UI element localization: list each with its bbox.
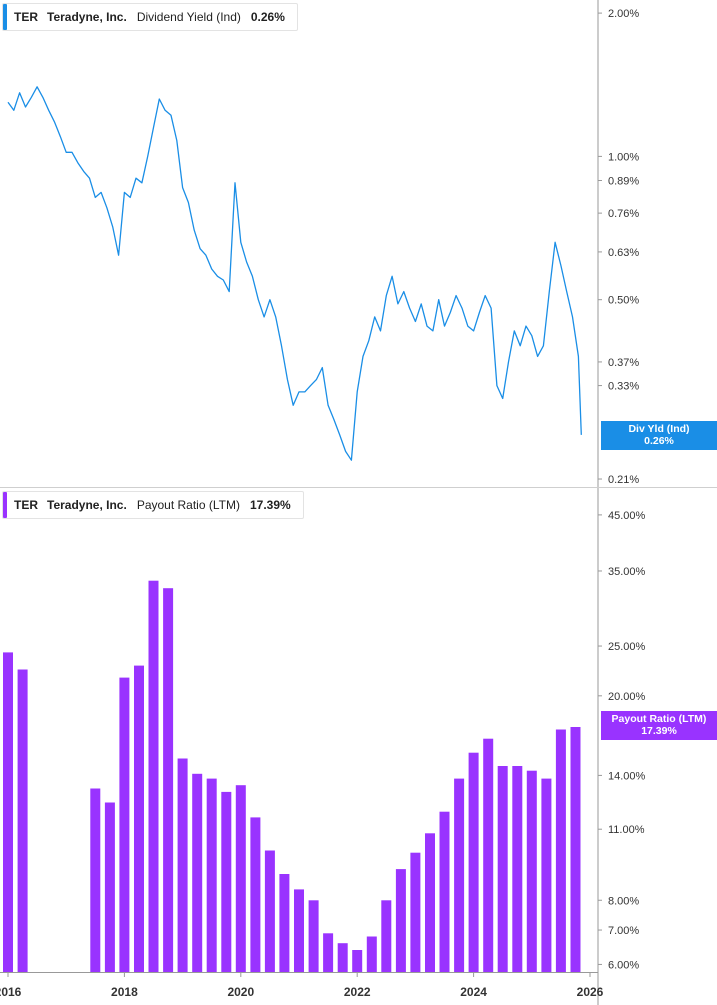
payout-bar bbox=[497, 766, 508, 972]
payout-y-tick-label: 7.00% bbox=[608, 925, 639, 937]
payout-bar bbox=[294, 889, 304, 972]
payout-bar bbox=[148, 580, 159, 972]
payout-bar bbox=[308, 900, 319, 972]
x-tick-label: 2026 bbox=[577, 985, 604, 999]
payout-bar bbox=[235, 785, 246, 972]
top-legend-ticker: TER bbox=[14, 10, 38, 24]
payout-bar bbox=[206, 778, 217, 972]
payout-bar bbox=[410, 852, 421, 972]
payout-y-tick-label: 45.00% bbox=[608, 510, 646, 522]
payout-bar bbox=[337, 943, 348, 972]
x-tick-label: 2024 bbox=[460, 985, 487, 999]
payout-bar bbox=[425, 833, 435, 972]
payout-y-tick-label: 6.00% bbox=[608, 959, 639, 971]
payout-bar bbox=[279, 874, 290, 972]
payout-y-tick-label: 8.00% bbox=[608, 895, 639, 907]
payout-bar bbox=[468, 752, 479, 972]
payout-bar bbox=[541, 778, 552, 972]
yield-tag-label: Div Yld (Ind) bbox=[628, 423, 690, 435]
top-legend-value: 0.26% bbox=[250, 10, 285, 24]
payout-bar bbox=[90, 788, 101, 972]
payout-bar bbox=[104, 802, 115, 972]
payout-bar bbox=[366, 936, 377, 972]
bottom-legend: TER Teradyne, Inc. Payout Ratio (LTM) 17… bbox=[2, 491, 304, 519]
payout-y-tick-label: 35.00% bbox=[608, 566, 646, 578]
yield-y-tick-label: 1.00% bbox=[608, 151, 639, 163]
payout-y-tick-label: 20.00% bbox=[608, 691, 646, 703]
payout-bar bbox=[512, 766, 523, 972]
yield-y-tick-label: 0.63% bbox=[608, 247, 639, 259]
payout-bar bbox=[17, 669, 28, 972]
yield-value-tag: Div Yld (Ind) 0.26% bbox=[601, 421, 717, 450]
yield-y-tick-label: 0.33% bbox=[608, 381, 639, 393]
payout-bar bbox=[134, 665, 144, 972]
bottom-legend-ticker: TER bbox=[14, 498, 38, 512]
bottom-legend-company: Teradyne, Inc. bbox=[47, 498, 127, 512]
yield-y-tick-label: 0.50% bbox=[608, 295, 639, 307]
payout-swatch bbox=[3, 492, 7, 518]
payout-bar bbox=[264, 850, 275, 972]
payout-bar bbox=[3, 652, 13, 972]
payout-y-tick-label: 25.00% bbox=[608, 641, 646, 653]
top-legend-company: Teradyne, Inc. bbox=[47, 10, 127, 24]
yield-swatch bbox=[3, 4, 7, 30]
payout-bar bbox=[250, 817, 261, 972]
payout-bar bbox=[483, 738, 494, 972]
payout-tag-value: 17.39% bbox=[641, 725, 677, 737]
yield-tag-value: 0.26% bbox=[644, 435, 674, 447]
payout-bar bbox=[395, 869, 406, 972]
payout-bar bbox=[192, 773, 203, 972]
x-tick-label: 2016 bbox=[0, 985, 22, 999]
yield-y-tick-label: 0.37% bbox=[608, 357, 639, 369]
payout-bar bbox=[352, 950, 363, 972]
payout-bar bbox=[221, 791, 232, 972]
x-tick-label: 2020 bbox=[227, 985, 254, 999]
payout-bar bbox=[570, 727, 581, 972]
payout-bar bbox=[555, 729, 566, 972]
payout-bar bbox=[526, 770, 537, 972]
yield-y-tick-label: 0.76% bbox=[608, 208, 639, 220]
x-tick-label: 2022 bbox=[344, 985, 371, 999]
payout-bar bbox=[454, 778, 465, 972]
yield-y-tick-label: 0.21% bbox=[608, 474, 639, 486]
payout-tag-label: Payout Ratio (LTM) bbox=[611, 713, 707, 725]
dividend-yield-line bbox=[7, 86, 582, 461]
bottom-legend-metric: Payout Ratio (LTM) bbox=[136, 498, 240, 512]
top-legend-metric: Dividend Yield (Ind) bbox=[136, 10, 241, 24]
bottom-legend-value: 17.39% bbox=[249, 498, 291, 512]
yield-y-tick-label: 0.89% bbox=[608, 175, 639, 187]
yield-y-tick-label: 2.00% bbox=[608, 8, 639, 20]
payout-y-tick-label: 14.00% bbox=[608, 770, 646, 782]
payout-bar bbox=[439, 811, 450, 972]
x-tick-label: 2018 bbox=[111, 985, 138, 999]
top-legend: TER Teradyne, Inc. Dividend Yield (Ind) … bbox=[2, 3, 298, 31]
payout-bar bbox=[381, 900, 392, 972]
payout-bar bbox=[177, 758, 188, 972]
payout-bar bbox=[323, 933, 334, 972]
payout-bar bbox=[163, 588, 174, 972]
payout-bar bbox=[119, 677, 130, 972]
payout-y-tick-label: 11.00% bbox=[608, 824, 645, 836]
payout-value-tag: Payout Ratio (LTM) 17.39% bbox=[601, 711, 717, 740]
